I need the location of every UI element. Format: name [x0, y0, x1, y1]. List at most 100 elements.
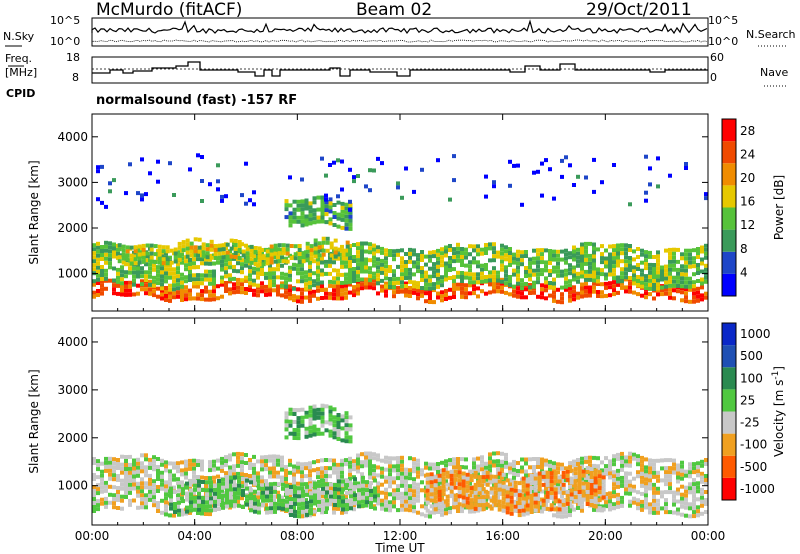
cell: [144, 278, 148, 283]
cell: [325, 506, 329, 511]
cell: [440, 247, 444, 252]
cell: [272, 267, 276, 272]
cell: [452, 154, 456, 159]
cell: [384, 256, 388, 261]
cell: [308, 425, 313, 430]
cell: [461, 491, 466, 496]
colorbar-tick-label: 4: [740, 265, 748, 279]
cell: [357, 500, 361, 505]
cell: [572, 459, 576, 464]
cell: [368, 250, 372, 255]
cell: [237, 256, 242, 260]
cell: [96, 257, 100, 262]
cell: [684, 264, 688, 269]
cell: [672, 279, 676, 284]
cell: [132, 474, 136, 479]
cell: [552, 461, 556, 466]
cell: [380, 498, 384, 503]
cell: [133, 245, 138, 250]
cell: [544, 502, 548, 507]
cell: [652, 283, 656, 287]
cell: [341, 252, 346, 257]
cell: [324, 271, 328, 276]
cell: [236, 499, 240, 504]
cell: [696, 513, 700, 518]
cell: [220, 464, 224, 469]
cell: [400, 459, 404, 464]
cell: [92, 263, 96, 268]
cell: [236, 471, 240, 476]
cell: [700, 499, 704, 504]
cell: [460, 279, 464, 283]
cell: [612, 292, 616, 297]
cell: [408, 456, 412, 461]
cell: [420, 293, 424, 298]
cell: [340, 244, 344, 249]
cell: [441, 476, 446, 481]
cell: [512, 467, 516, 472]
cell: [476, 464, 480, 469]
y-tick-label: 1000: [57, 479, 88, 493]
cell: [208, 460, 212, 465]
cell: [576, 279, 580, 284]
cell: [696, 294, 700, 299]
cell: [688, 280, 692, 285]
cell: [285, 483, 289, 488]
cell: [212, 463, 216, 468]
cell: [212, 479, 216, 484]
cell: [528, 273, 532, 278]
cell: [544, 296, 548, 301]
cell: [304, 286, 308, 291]
cell: [116, 458, 120, 462]
cell: [300, 287, 304, 292]
cell: [372, 472, 376, 477]
cell: [472, 248, 476, 253]
cell: [632, 488, 636, 493]
cell: [209, 484, 213, 489]
cell: [225, 496, 229, 501]
cell: [100, 249, 104, 253]
cell: [116, 267, 120, 272]
cell: [92, 473, 96, 477]
cell: [256, 271, 260, 276]
cell: [100, 253, 104, 257]
cell: [656, 258, 660, 263]
cell: [180, 468, 184, 473]
cell: [456, 274, 460, 279]
cell: [521, 476, 526, 481]
cell: [616, 504, 620, 509]
cell: [293, 485, 297, 490]
cell: [704, 295, 708, 300]
cell: [453, 497, 458, 502]
cell: [580, 250, 584, 255]
cell: [604, 496, 608, 501]
cell: [536, 505, 540, 509]
cell: [336, 212, 341, 217]
cell: [504, 452, 508, 457]
cell: [108, 265, 112, 270]
cell: [680, 468, 684, 473]
cell: [192, 462, 196, 467]
cell: [148, 493, 152, 498]
cell: [313, 497, 317, 502]
cell: [220, 275, 224, 280]
cell: [104, 260, 108, 265]
cell: [288, 411, 293, 416]
cell: [249, 488, 253, 493]
cell: [536, 493, 540, 497]
cell: [280, 459, 284, 464]
cell: [680, 290, 684, 295]
cell: [260, 475, 264, 480]
cell: [509, 495, 514, 500]
cell: [488, 258, 492, 263]
cell: [688, 264, 692, 269]
cell: [408, 247, 412, 252]
cell: [700, 511, 704, 516]
cell: [193, 245, 198, 250]
cell: [249, 248, 254, 253]
cell: [209, 480, 213, 485]
cell: [556, 470, 560, 475]
cell: [176, 274, 180, 279]
cell: [316, 411, 321, 416]
cell: [228, 287, 232, 292]
